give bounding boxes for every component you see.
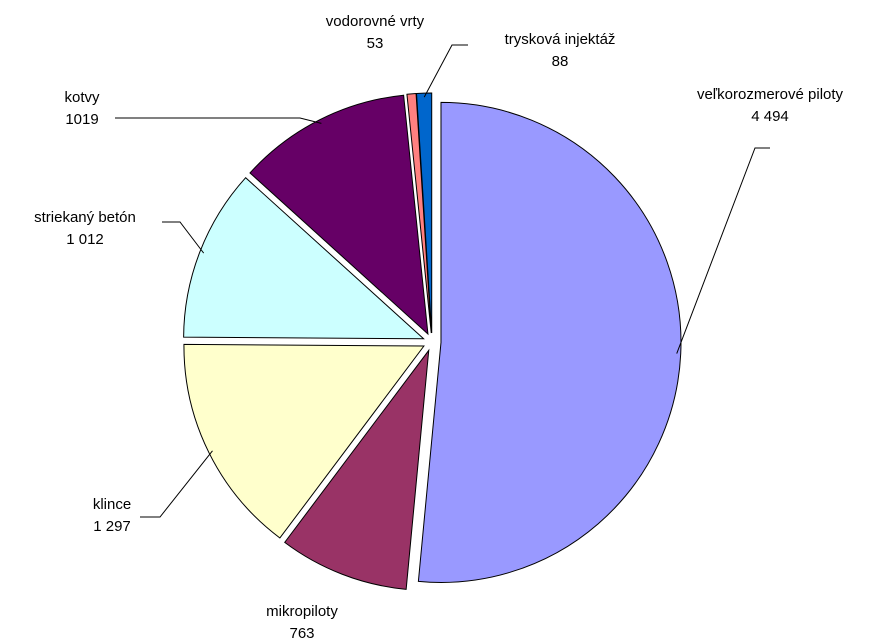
slice-value-label: 53 [367, 35, 384, 52]
pie-slice [417, 101, 682, 583]
pie-slice [183, 343, 425, 539]
slice-value-label: 763 [289, 625, 314, 642]
slice-label: mikropiloty [266, 603, 338, 620]
slice-value-label: 4 494 [751, 108, 789, 125]
pie-slice [249, 94, 429, 336]
leader-line [423, 44, 468, 98]
pie-slice [415, 92, 433, 334]
leader-line [162, 221, 205, 254]
slice-label: kotvy [64, 89, 100, 106]
slice-label: striekaný betón [34, 209, 136, 226]
pie-slice [284, 348, 430, 590]
slice-value-label: 1 012 [66, 231, 104, 248]
slice-value-label: 1019 [65, 111, 98, 128]
slice-value-label: 88 [552, 53, 569, 70]
pie-slice [183, 176, 425, 340]
slice-label: vodorovné vrty [326, 13, 425, 30]
leader-line [115, 117, 322, 124]
leader-line [676, 147, 770, 354]
slice-label: veľkorozmerové piloty [697, 86, 844, 103]
slice-label: klince [93, 496, 131, 513]
leader-line [140, 450, 213, 518]
slice-value-label: 1 297 [93, 518, 131, 535]
slice-label: trysková injektáž [505, 31, 616, 48]
